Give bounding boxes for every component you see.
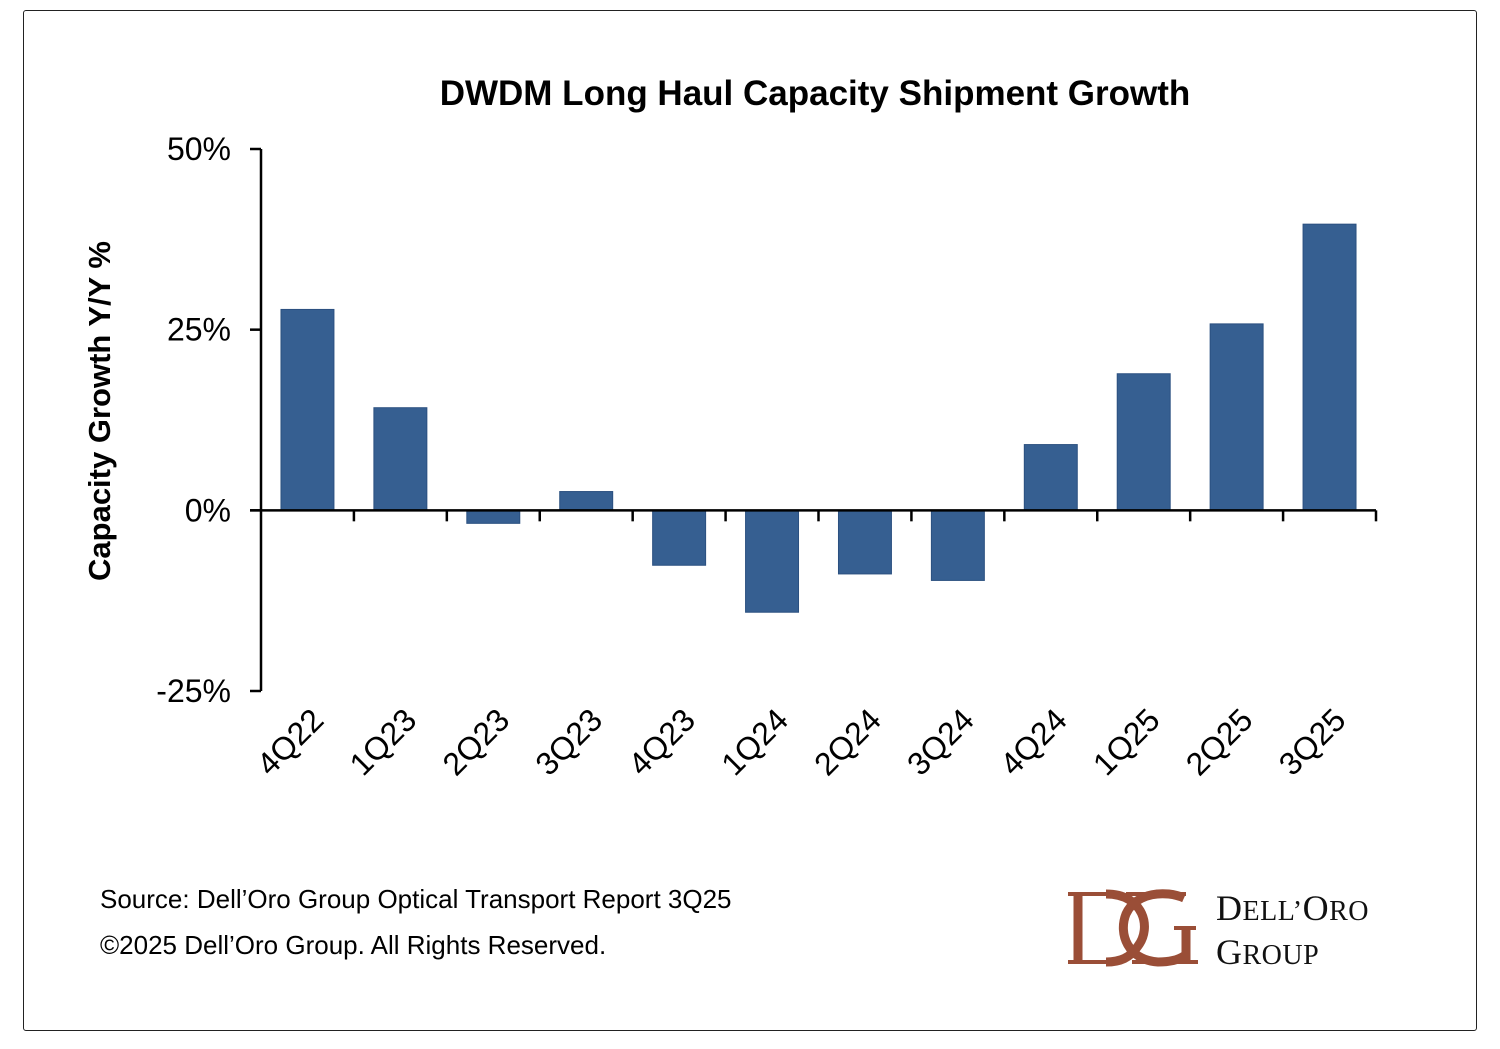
bar-3Q25 xyxy=(1302,223,1357,511)
y-axis-label: Capacity Growth Y/Y % xyxy=(82,241,117,581)
chart-title: DWDM Long Haul Capacity Shipment Growth xyxy=(440,74,1191,113)
x-tick-label: 3Q24 xyxy=(900,701,981,782)
bars-group xyxy=(280,223,1357,613)
y-tick-label: 50% xyxy=(167,131,231,167)
x-tick-label: 4Q24 xyxy=(993,701,1074,782)
chart-frame xyxy=(23,10,1477,1031)
x-tick-labels: 4Q22 1Q23 2Q23 3Q23 4Q23 1Q24 2Q24 3Q24 4Q24 1Q25… xyxy=(250,701,1353,782)
y-tick-label: 0% xyxy=(185,492,231,528)
dell-oro-logo: DELL’ORO GROUP xyxy=(1066,888,1376,972)
logo-line-2: GROUP xyxy=(1216,932,1320,972)
bar-1Q25 xyxy=(1116,373,1171,511)
bar-2Q23 xyxy=(466,509,521,524)
bar-4Q22 xyxy=(280,308,335,511)
x-tick-label: 2Q25 xyxy=(1179,701,1260,782)
dg-monogram-icon xyxy=(1068,889,1198,967)
y-tick-label: -25% xyxy=(156,673,231,709)
bar-4Q23 xyxy=(652,509,707,566)
bar-2Q24 xyxy=(837,509,892,575)
bar-1Q24 xyxy=(745,509,800,613)
axes-group xyxy=(250,147,1378,693)
x-tick-label: 1Q25 xyxy=(1086,701,1167,782)
x-tick-label: 4Q22 xyxy=(250,701,331,782)
x-tick-label: 2Q24 xyxy=(807,701,888,782)
bar-1Q23 xyxy=(373,407,428,511)
x-tick-label: 2Q23 xyxy=(435,701,516,782)
x-tick-label: 3Q25 xyxy=(1272,701,1353,782)
bar-3Q24 xyxy=(930,509,985,581)
logo-wordmark: DELL’ORO GROUP xyxy=(1216,888,1369,976)
x-tick-label: 1Q24 xyxy=(714,701,795,782)
x-tick-label: 1Q23 xyxy=(343,701,424,782)
bar-2Q25 xyxy=(1209,323,1264,511)
x-tick-label: 3Q23 xyxy=(528,701,609,782)
logo-line-1: DELL’ORO xyxy=(1216,888,1369,928)
copyright-note: ©2025 Dell’Oro Group. All Rights Reserve… xyxy=(100,930,607,960)
x-tick-label: 4Q23 xyxy=(621,701,702,782)
bar-4Q24 xyxy=(1023,444,1078,511)
y-tick-label: 25% xyxy=(167,312,231,348)
source-note: Source: Dell’Oro Group Optical Transport… xyxy=(100,884,732,914)
y-tick-labels: 50% 25% 0% -25% xyxy=(156,131,231,709)
bar-3Q23 xyxy=(559,491,614,511)
